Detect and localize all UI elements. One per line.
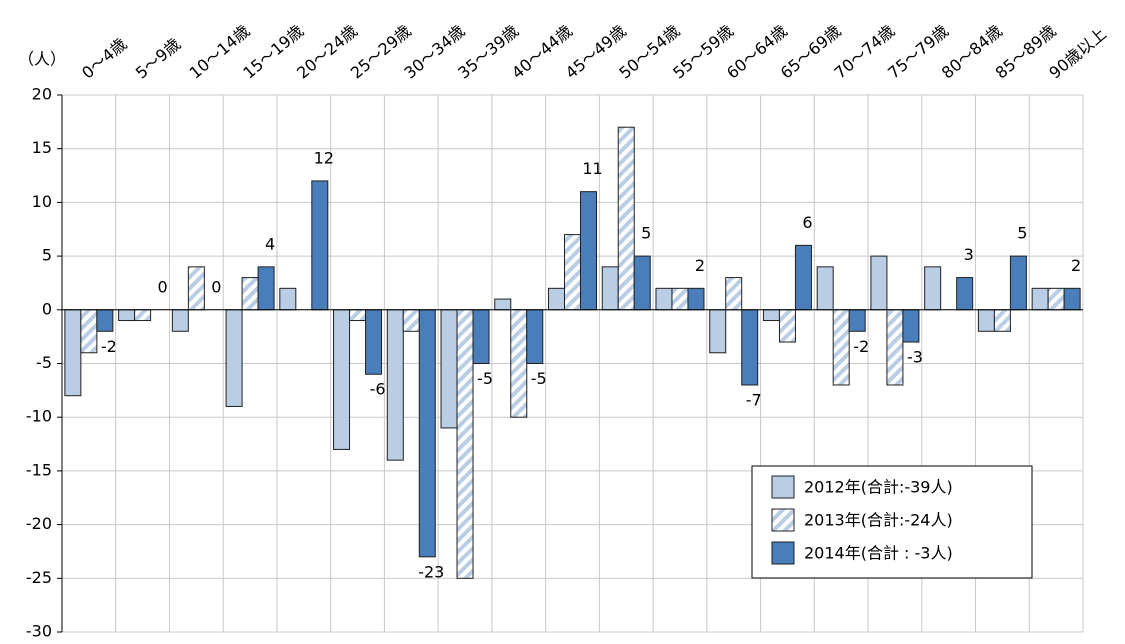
data-label: -2: [101, 337, 117, 356]
data-label: -2: [853, 337, 869, 356]
y-tick-label: -25: [26, 568, 52, 587]
y-tick-label: 10: [32, 192, 52, 211]
bar: [134, 309, 152, 322]
bar: [257, 266, 275, 311]
data-label: 0: [211, 277, 221, 296]
bar: [993, 309, 1011, 332]
bar: [741, 309, 759, 386]
data-label: -5: [477, 369, 493, 388]
y-tick-label: -15: [26, 460, 52, 479]
bar: [526, 309, 544, 364]
bar: [440, 309, 458, 429]
bar: [349, 309, 367, 322]
data-label: -5: [531, 369, 547, 388]
bar: [1031, 287, 1049, 311]
bar: [924, 266, 942, 311]
data-label: 5: [641, 224, 651, 243]
bar: [225, 309, 243, 407]
bar: [472, 309, 490, 364]
bar: [279, 287, 297, 311]
bar: [848, 309, 866, 332]
legend-label: 2013年(合計:-24人): [804, 511, 953, 530]
x-tick-label: 0～4歳: [78, 34, 130, 82]
legend-swatch: [771, 508, 795, 532]
y-tick-label: 20: [32, 85, 52, 104]
bar: [902, 309, 920, 343]
bar: [386, 309, 404, 461]
legend-box: [751, 465, 1033, 579]
y-tick-label: 15: [32, 138, 52, 157]
bar: [187, 266, 205, 311]
data-label: 2: [695, 256, 705, 275]
data-label: 12: [314, 148, 334, 167]
bar: [725, 277, 743, 311]
bar: [171, 309, 189, 332]
bar: [977, 309, 995, 332]
bar: [832, 309, 850, 386]
data-label: 11: [582, 159, 602, 178]
y-tick-label: -20: [26, 514, 52, 533]
bar: [64, 309, 82, 397]
bar: [956, 277, 974, 311]
bar: [311, 180, 329, 311]
bar: [118, 309, 136, 322]
data-label: -7: [746, 390, 762, 409]
bar: [617, 126, 635, 311]
y-unit-label: （人）: [18, 50, 66, 69]
x-tick-label: 5～9歳: [132, 34, 184, 82]
legend-label: 2014年(合計 : -3人): [804, 544, 953, 563]
bar: [687, 287, 705, 311]
bar: [794, 244, 812, 311]
bar: [870, 255, 888, 311]
data-label: -6: [370, 380, 386, 399]
bar: [816, 266, 834, 311]
bar: [564, 234, 581, 311]
bar: [1063, 287, 1081, 311]
bar: [709, 309, 727, 354]
bar: [633, 255, 651, 311]
bar: [655, 287, 673, 311]
legend-swatch: [771, 541, 795, 565]
bar: [886, 309, 904, 386]
bar: [548, 287, 565, 311]
bar: [1009, 255, 1027, 311]
data-label: 2: [1071, 256, 1081, 275]
data-label: 5: [1017, 224, 1027, 243]
y-tick-label: 5: [42, 246, 52, 265]
bar: [778, 309, 796, 343]
bar: [671, 287, 689, 311]
bar: [418, 309, 436, 558]
bar: [96, 309, 114, 332]
bar: [333, 309, 351, 450]
data-label: -3: [907, 348, 923, 367]
bar: [494, 298, 512, 311]
bar: [580, 191, 597, 311]
y-tick-label: -5: [36, 353, 52, 372]
data-label: 4: [265, 234, 275, 253]
bar: [456, 309, 474, 579]
data-label: 6: [802, 213, 812, 232]
bar: [241, 277, 259, 311]
bar: [365, 309, 383, 375]
data-label: 0: [158, 277, 168, 296]
y-tick-label: -10: [26, 407, 52, 426]
data-label: 3: [964, 245, 974, 264]
bar: [510, 309, 528, 418]
legend-swatch: [771, 475, 795, 499]
y-tick-label: -30: [26, 622, 52, 641]
legend-label: 2012年(合計:-39人): [804, 478, 953, 497]
y-tick-label: 0: [42, 299, 52, 318]
bar: [762, 309, 780, 322]
data-label: -23: [418, 562, 444, 581]
bar: [601, 266, 619, 311]
bar: [402, 309, 420, 332]
bar: [1047, 287, 1065, 311]
bar: [80, 309, 98, 354]
